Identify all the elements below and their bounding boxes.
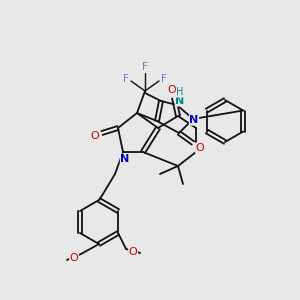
Text: F: F <box>123 74 129 84</box>
Text: O: O <box>168 85 176 95</box>
Text: H: H <box>176 87 184 97</box>
Text: N: N <box>176 96 184 106</box>
Text: F: F <box>161 74 167 84</box>
Text: O: O <box>196 143 204 153</box>
Text: O: O <box>129 247 137 257</box>
Text: N: N <box>189 115 199 125</box>
Text: N: N <box>120 154 130 164</box>
Text: O: O <box>70 253 78 263</box>
Text: O: O <box>91 131 99 141</box>
Text: F: F <box>142 62 148 72</box>
